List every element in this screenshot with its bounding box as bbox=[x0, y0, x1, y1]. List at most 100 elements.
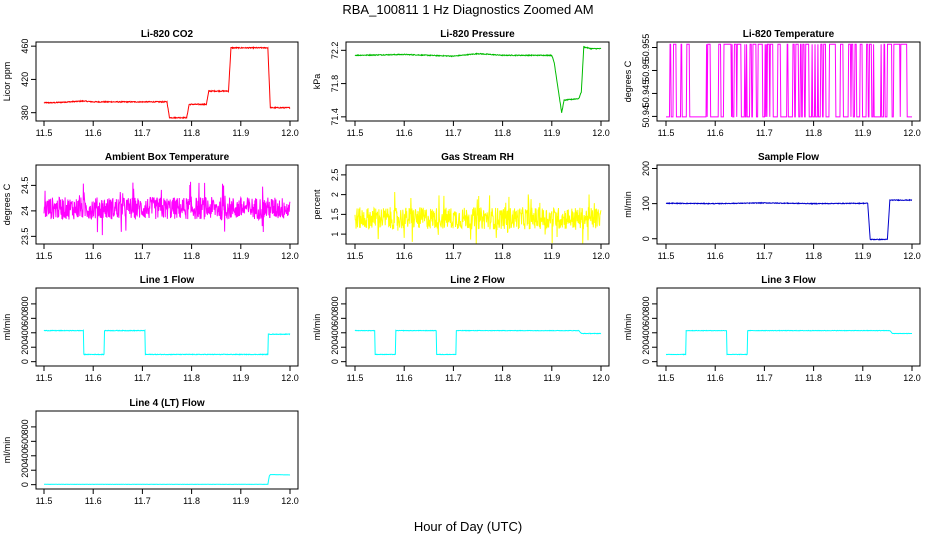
y-tick-label: 1 bbox=[330, 232, 340, 237]
x-tick-label: 11.5 bbox=[347, 251, 364, 261]
x-tick-label: 12.0 bbox=[592, 251, 610, 261]
y-tick-label: 400 bbox=[641, 325, 651, 340]
panel-title: Ambient Box Temperature bbox=[105, 152, 230, 163]
x-tick-label: 11.6 bbox=[85, 251, 102, 261]
plot-frame bbox=[345, 164, 610, 245]
x-tick-label: 12.0 bbox=[281, 128, 299, 138]
x-tick-label: 11.6 bbox=[707, 128, 724, 138]
series-line bbox=[43, 45, 291, 120]
x-tick-label: 11.6 bbox=[85, 128, 102, 138]
x-tick-label: 12.0 bbox=[592, 373, 610, 383]
y-tick-label: 0 bbox=[20, 482, 30, 487]
x-tick-label: 11.5 bbox=[36, 251, 53, 261]
panel-title: Line 1 Flow bbox=[140, 275, 195, 286]
x-tick-label: 11.7 bbox=[756, 373, 773, 383]
y-tick-label: 100 bbox=[641, 196, 651, 211]
x-tick-label: 12.0 bbox=[592, 128, 610, 138]
x-tick-label: 11.8 bbox=[183, 373, 200, 383]
x-tick-label: 11.8 bbox=[183, 128, 200, 138]
x-tick-label: 12.0 bbox=[903, 128, 921, 138]
y-tick-label: 800 bbox=[641, 296, 651, 311]
y-tick-label: 420 bbox=[20, 72, 30, 87]
y-tick-label: 2.5 bbox=[330, 169, 340, 182]
plot-frame bbox=[35, 287, 299, 367]
chart-panel: Line 1 Flow 11.5 11.6 11.7 11.8 11.9 12.0 0 2004… bbox=[2, 275, 299, 383]
panel-title: Line 3 Flow bbox=[761, 275, 816, 286]
x-tick-label: 11.6 bbox=[85, 373, 102, 383]
y-tick-label: 2 bbox=[330, 192, 340, 197]
x-tick-label: 11.7 bbox=[134, 373, 151, 383]
y-tick-label: 71.8 bbox=[330, 75, 340, 93]
x-tick-label: 11.6 bbox=[396, 251, 413, 261]
y-tick-label: 600 bbox=[20, 311, 30, 326]
y-tick-label: 24 bbox=[20, 206, 30, 216]
x-tick-label: 11.8 bbox=[183, 251, 200, 261]
y-tick-label: 1.5 bbox=[330, 208, 340, 221]
x-tick-label: 11.8 bbox=[494, 128, 511, 138]
y-tick-label: 200 bbox=[641, 161, 651, 176]
x-tick-label: 11.6 bbox=[707, 373, 724, 383]
x-tick-label: 11.9 bbox=[232, 496, 249, 506]
panel-title: Sample Flow bbox=[758, 152, 819, 163]
y-tick-label: 460 bbox=[20, 39, 30, 54]
panel-title: Line 4 (LT) Flow bbox=[129, 398, 205, 409]
y-tick-label: 400 bbox=[20, 325, 30, 340]
y-axis-label: kPa bbox=[312, 74, 322, 90]
x-tick-label: 11.8 bbox=[494, 251, 511, 261]
panel-title: Line 2 Flow bbox=[450, 275, 505, 286]
x-tick-label: 11.7 bbox=[445, 128, 462, 138]
x-tick-label: 11.5 bbox=[658, 251, 675, 261]
x-tick-label: 11.5 bbox=[36, 128, 53, 138]
y-axis-label: degrees C bbox=[2, 183, 12, 225]
x-tick-label: 11.8 bbox=[494, 373, 511, 383]
chart-panel: Sample Flow 11.5 11.6 11.7 11.8 11.9 12.0 0 100 2… bbox=[623, 152, 921, 261]
x-tick-label: 11.9 bbox=[854, 128, 871, 138]
y-tick-label: 200 bbox=[20, 340, 30, 355]
panel-title: Li-820 CO2 bbox=[141, 29, 194, 40]
y-tick-label: 50.95 bbox=[641, 59, 651, 82]
y-tick-label: 23.5 bbox=[20, 228, 30, 246]
x-tick-label: 12.0 bbox=[281, 496, 299, 506]
x-tick-label: 11.5 bbox=[36, 373, 53, 383]
series-line bbox=[354, 329, 602, 356]
plot-frame bbox=[345, 41, 610, 122]
x-tick-label: 11.9 bbox=[543, 373, 560, 383]
y-tick-label: 0 bbox=[641, 359, 651, 364]
y-axis-label: percent bbox=[312, 189, 322, 220]
plot-frame bbox=[656, 41, 921, 122]
panel-title: Gas Stream RH bbox=[441, 152, 514, 163]
chart-panel: Line 4 (LT) Flow 11.5 11.6 11.7 11.8 11.9 12.0… bbox=[2, 398, 299, 506]
x-tick-label: 11.8 bbox=[183, 496, 200, 506]
plot-frame bbox=[35, 164, 299, 245]
y-tick-label: 800 bbox=[20, 296, 30, 311]
series-line bbox=[665, 198, 913, 241]
series-line bbox=[43, 329, 291, 356]
y-tick-label: 0 bbox=[330, 359, 340, 364]
y-tick-label: 71.4 bbox=[330, 108, 340, 126]
y-tick-label: 800 bbox=[20, 419, 30, 434]
y-tick-label: 380 bbox=[20, 105, 30, 120]
x-tick-label: 11.9 bbox=[232, 251, 249, 261]
y-tick-label: 72.2 bbox=[330, 42, 340, 60]
x-tick-label: 11.9 bbox=[854, 373, 871, 383]
series-line bbox=[43, 181, 291, 236]
x-tick-label: 11.9 bbox=[854, 251, 871, 261]
plot-frame bbox=[345, 287, 610, 367]
y-axis-label: degrees C bbox=[623, 60, 633, 102]
chart-panel: Line 3 Flow 11.5 11.6 11.7 11.8 11.9 12.0 0 2004… bbox=[623, 275, 921, 383]
panel-title: Li-820 Temperature bbox=[743, 29, 835, 40]
chart-panel: Ambient Box Temperature 11.5 11.6 11.7 11.8 1… bbox=[2, 152, 299, 261]
y-tick-label: 50.955 bbox=[641, 34, 651, 62]
x-tick-label: 11.5 bbox=[347, 373, 364, 383]
y-axis-label: Licor ppm bbox=[2, 62, 12, 102]
x-tick-label: 11.5 bbox=[347, 128, 364, 138]
y-axis-label: ml/min bbox=[2, 314, 12, 341]
series-line bbox=[354, 191, 602, 244]
x-tick-label: 11.5 bbox=[658, 128, 675, 138]
chart-panel: Li-820 Temperature 11.5 11.6 11.7 11.8 11.9 12… bbox=[623, 29, 921, 138]
panel-title: Li-820 Pressure bbox=[440, 29, 515, 40]
x-tick-label: 11.6 bbox=[396, 373, 413, 383]
chart-panel: Line 2 Flow 11.5 11.6 11.7 11.8 11.9 12.0 0 2004… bbox=[312, 275, 610, 383]
series-line bbox=[354, 45, 602, 113]
x-tick-label: 11.7 bbox=[445, 373, 462, 383]
